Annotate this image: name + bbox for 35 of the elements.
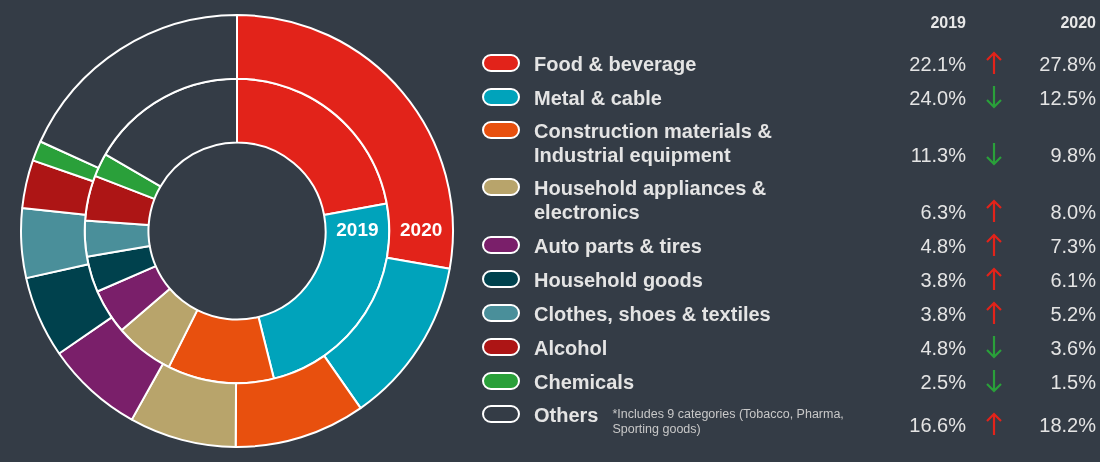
legend-label: Clothes, shoes & textiles [534,303,771,325]
legend-label: Auto parts & tires [534,235,702,257]
legend-label: Chemicals [534,371,635,393]
legend-label: Food & beverage [534,53,697,75]
data-label: 4.8% [919,234,966,258]
data-label: 7.3% [1049,234,1096,258]
legend-label: Others [534,404,599,426]
data-label: 1.5% [1049,370,1096,394]
text: 2019 [930,14,966,31]
data-label: 3.8% [919,268,966,292]
slice-label: 2020 [400,219,443,241]
data-label: 3.6% [1049,336,1096,360]
data-label: 24.0% [908,86,966,110]
text: *Includes 9 categories (Tobacco, Pharma, Sporting goods) [612,407,845,437]
slice-label: 2019 [336,219,379,241]
data-label: 3.8% [919,302,966,326]
legend-label: Alcohol [534,337,608,359]
data-label: 16.6% [909,414,966,436]
legend-label: Household appliances & electronics [534,177,767,223]
legend-label: Metal & cable [534,87,662,109]
data-label: 6.1% [1049,268,1096,292]
text: 2020 [1060,14,1096,31]
legend-label: Construction materials & Industrial equipment [534,120,772,166]
data-label: 8.0% [1049,200,1096,224]
data-label: 4.8% [919,336,966,360]
data-label: 11.3% [909,143,966,167]
data-label: 27.8% [1038,52,1096,76]
data-label: 12.5% [1038,86,1096,110]
legend-label: Household goods [534,269,703,291]
data-label: 5.2% [1049,302,1096,326]
data-label: 9.8% [1049,143,1096,167]
data-label: 22.1% [908,52,966,76]
data-label: 18.2% [1038,413,1096,437]
data-label: 6.3% [919,200,966,224]
data-label: 2.5% [919,370,966,394]
